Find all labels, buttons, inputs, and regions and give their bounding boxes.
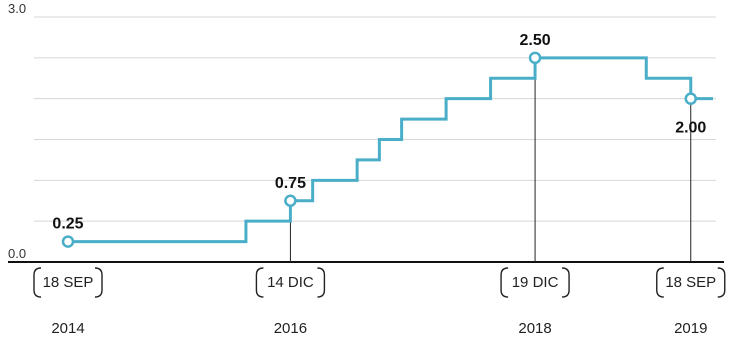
- date-label: 19 DIC: [512, 274, 559, 291]
- bracket-right: [317, 267, 326, 298]
- highlight-markers: [61, 51, 698, 248]
- highlight-point: [61, 235, 75, 248]
- year-label: 2014: [51, 320, 84, 337]
- y-tick-label: 3.0: [8, 1, 26, 16]
- y-tick-label: 0.0: [8, 246, 26, 261]
- date-label: 18 SEP: [43, 274, 94, 291]
- bracket-right: [94, 267, 103, 298]
- bracket-left: [656, 267, 664, 298]
- year-label: 2016: [274, 320, 307, 337]
- highlight-point: [284, 194, 297, 207]
- year-label: 2019: [674, 320, 707, 337]
- data-label: 2.50: [519, 32, 550, 49]
- bracket-left: [255, 267, 264, 298]
- year-label: 2018: [518, 320, 551, 337]
- series-line: [68, 56, 713, 244]
- bracket-right: [562, 267, 570, 298]
- date-label: 14 DIC: [267, 274, 314, 291]
- grid-lines: [34, 16, 716, 222]
- date-brackets: 18 SEP 2014 14 DIC 2016 19 DIC 2018 18 SEP 2019: [33, 267, 726, 337]
- data-label: 0.75: [275, 175, 306, 192]
- bracket-left: [33, 267, 42, 298]
- y-tick-labels: 3.0 0.0: [8, 1, 26, 261]
- data-label: 2.00: [675, 120, 706, 137]
- bracket-left: [500, 267, 509, 298]
- bracket-right: [717, 267, 726, 298]
- data-labels: 0.25 0.75 2.50 2.00: [52, 32, 706, 233]
- highlight-point: [684, 92, 698, 105]
- date-label: 18 SEP: [665, 274, 716, 291]
- data-label: 0.25: [52, 216, 83, 233]
- highlight-point: [528, 51, 542, 65]
